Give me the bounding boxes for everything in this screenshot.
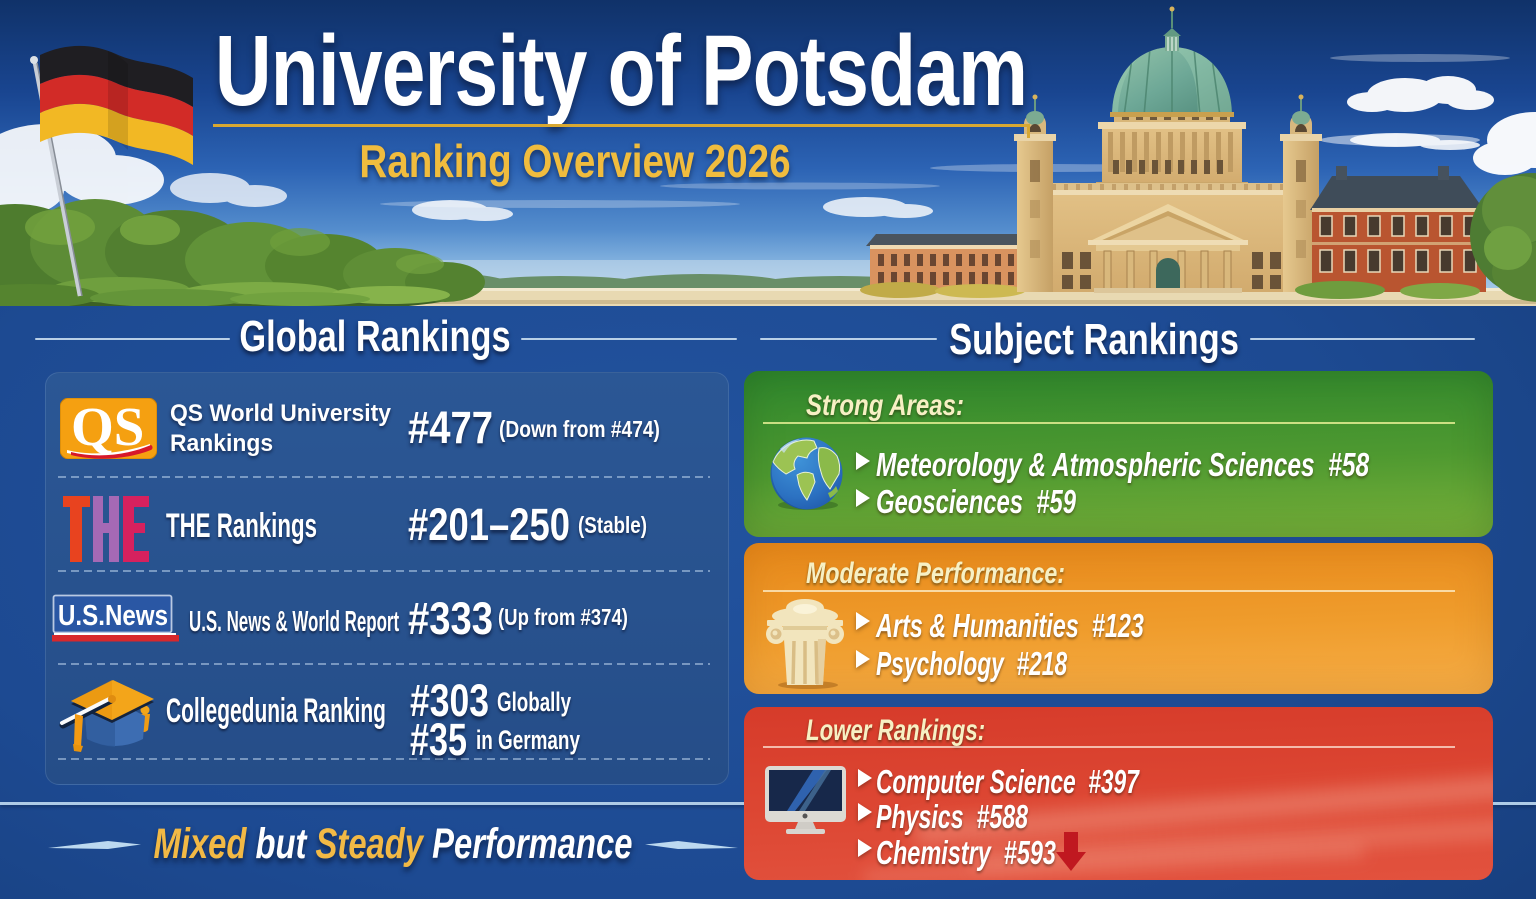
svg-text:QS: QS [71,398,144,457]
svg-text:U.S.News: U.S.News [58,600,168,632]
